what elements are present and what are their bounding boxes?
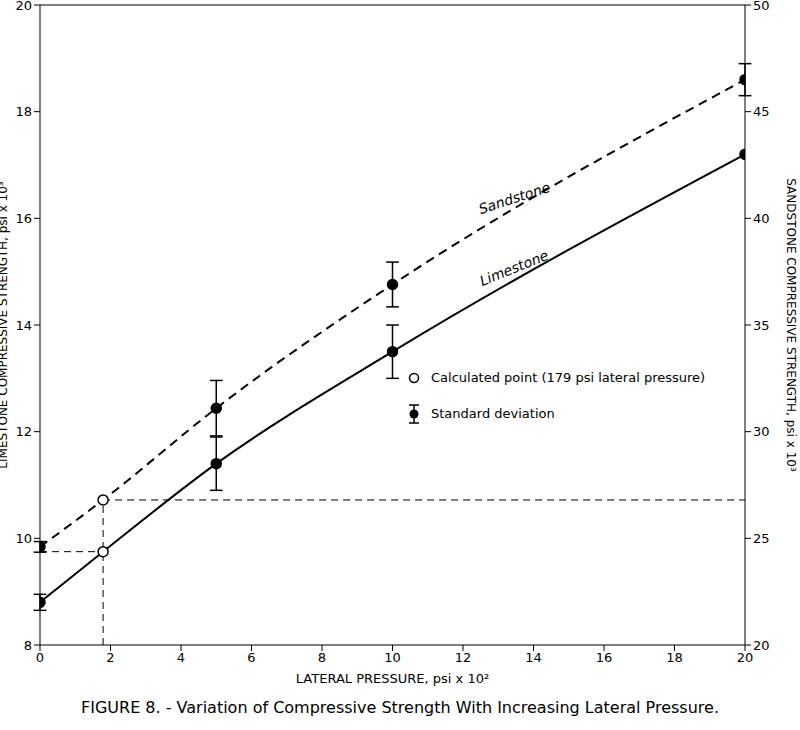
svg-text:0: 0 [36,650,44,665]
svg-text:LATERAL PRESSURE, psi x 10²: LATERAL PRESSURE, psi x 10² [296,671,489,686]
svg-text:4: 4 [177,650,185,665]
svg-text:18: 18 [15,104,32,119]
svg-text:25: 25 [753,531,770,546]
svg-text:14: 14 [525,650,542,665]
svg-text:Limestone: Limestone [477,247,550,289]
svg-text:14: 14 [15,318,32,333]
html-text:FIGURE 8. - Variation of Compr: FIGURE 8. - Variation of Compressive Str… [81,698,719,717]
svg-text:8: 8 [24,638,32,653]
svg-text:8: 8 [318,650,326,665]
svg-text:20: 20 [15,0,32,13]
svg-text:30: 30 [753,424,770,439]
html-text:Calculated point (179 psi late: Calculated point (179 psi lateral pressu… [431,370,706,385]
svg-text:SANDSTONE COMPRESSIVE STRENGTH: SANDSTONE COMPRESSIVE STRENGTH, psi x 10… [784,178,792,472]
svg-text:10: 10 [15,531,32,546]
svg-text:12: 12 [15,424,32,439]
svg-text:12: 12 [455,650,472,665]
svg-text:20: 20 [737,650,754,665]
svg-text:16: 16 [15,211,32,226]
svg-text:40: 40 [753,211,770,226]
svg-text:18: 18 [666,650,683,665]
svg-text:35: 35 [753,318,770,333]
svg-text:Sandstone: Sandstone [477,179,552,217]
svg-text:50: 50 [753,0,770,13]
svg-text:20: 20 [753,638,770,653]
svg-text:6: 6 [247,650,255,665]
svg-text:2: 2 [106,650,114,665]
svg-text:45: 45 [753,104,770,119]
svg-text:LIMESTONE COMPRESSIVE STRENGTH: LIMESTONE COMPRESSIVE STRENGTH, psi x 10… [8,181,10,469]
svg-text:10: 10 [384,650,401,665]
html-text:Standard deviation: Standard deviation [431,406,555,421]
svg-text:16: 16 [596,650,613,665]
